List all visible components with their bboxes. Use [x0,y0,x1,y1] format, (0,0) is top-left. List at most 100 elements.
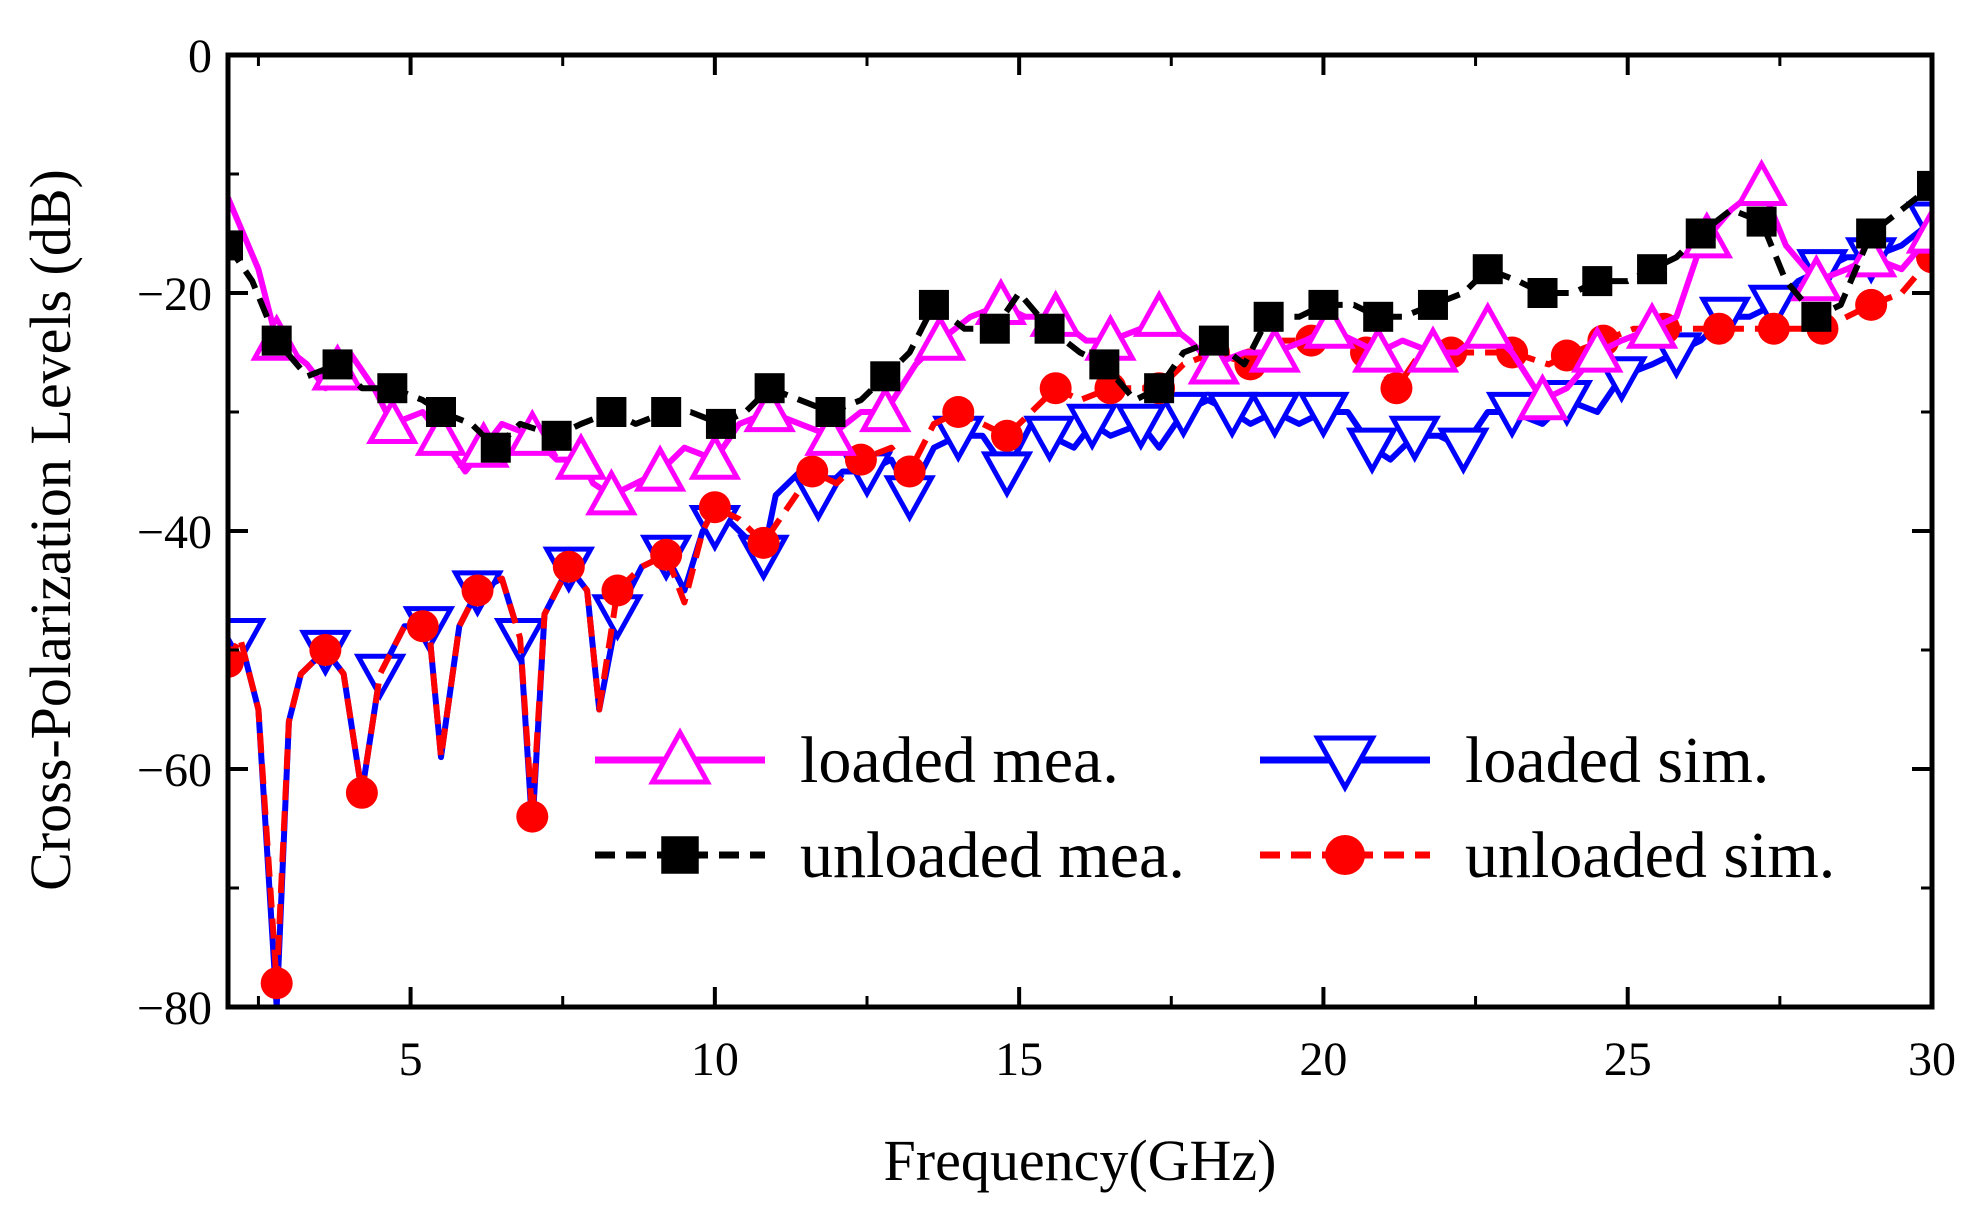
y-tick-label: −40 [137,506,212,559]
data-marker-unloaded-mea [815,397,846,427]
legend-entry-unloaded-mea: unloaded mea. [595,819,1185,892]
data-marker-loaded-sim [980,451,1034,499]
data-marker-loaded-sim [1747,284,1801,333]
data-marker-unloaded-mea [1308,289,1339,320]
data-marker-unloaded-sim [601,574,634,607]
data-marker-unloaded-sim [747,526,780,559]
x-tick-label: 5 [399,1033,423,1086]
data-marker-unloaded-sim [1703,312,1735,345]
data-marker-unloaded-sim [1380,372,1413,405]
legend-entry-loaded-mea: loaded mea. [595,724,1119,797]
y-tick-label: −20 [137,268,212,321]
data-marker-unloaded-sim [228,645,244,678]
data-marker-loaded-mea [1735,158,1788,206]
data-marker-unloaded-mea [651,397,682,427]
data-marker-unloaded-mea [918,289,949,320]
data-marker-loaded-mea [554,432,608,480]
x-axis-title: Frequency(GHz) [884,1128,1277,1193]
legend-swatch-marker [1325,835,1365,875]
data-marker-unloaded-mea [426,397,456,427]
data-marker-loaded-sim [1065,403,1119,452]
data-marker-unloaded-mea [377,373,408,404]
data-marker-loaded-mea [1571,325,1624,373]
data-marker-loaded-mea [1461,301,1514,349]
data-marker-unloaded-mea [322,349,353,380]
data-marker-unloaded-mea [1801,301,1832,332]
data-marker-unloaded-sim [461,574,494,607]
legend-entry-unloaded-sim: unloaded sim. [1260,819,1835,892]
legend-swatch-marker [648,727,712,785]
data-marker-loaded-mea [1303,301,1356,349]
data-marker-unloaded-sim [650,538,683,571]
data-marker-loaded-sim [1345,427,1399,475]
data-marker-unloaded-mea [754,373,785,404]
x-tick-label: 15 [995,1033,1043,1086]
y-tick-label: 0 [188,30,212,83]
data-marker-loaded-mea [913,313,967,361]
data-marker-unloaded-sim [698,491,731,524]
data-marker-loaded-mea [1406,325,1460,373]
data-marker-unloaded-mea [541,420,572,451]
data-marker-unloaded-mea [1527,278,1558,308]
data-marker-loaded-sim [1388,415,1441,463]
data-marker-loaded-mea [743,384,796,433]
x-tick-label: 20 [1299,1033,1347,1086]
x-tick-label: 30 [1908,1033,1956,1086]
data-marker-unloaded-mea [1472,254,1503,285]
legend-label: unloaded sim. [1465,819,1835,892]
data-marker-unloaded-sim [1550,339,1583,372]
data-marker-unloaded-mea [596,397,627,427]
data-marker-unloaded-mea [480,432,511,463]
data-marker-unloaded-mea [1363,301,1394,332]
y-tick-label: −60 [137,744,212,797]
data-marker-unloaded-mea [1253,301,1284,332]
data-marker-unloaded-mea [1582,266,1613,297]
data-marker-unloaded-sim [796,455,829,488]
data-marker-loaded-sim [1248,391,1301,440]
data-marker-loaded-mea [1516,372,1569,421]
data-marker-loaded-sim [1297,391,1350,440]
data-marker-unloaded-sim [260,967,293,1000]
data-marker-loaded-mea [859,384,912,433]
data-marker-loaded-mea [1905,206,1932,254]
data-marker-loaded-sim [353,653,407,701]
data-marker-loaded-mea [1351,325,1405,373]
data-marker-loaded-mea [1625,301,1679,349]
data-marker-loaded-mea [414,408,468,456]
data-marker-unloaded-sim [893,455,926,488]
legend-label: unloaded mea. [800,819,1185,892]
axis-ticks: 5 10 15 20 25 30 0 −20 −40 −60 −80 [137,30,1956,1086]
data-marker-unloaded-mea [228,230,243,261]
data-marker-unloaded-sim [516,800,549,833]
y-tick-label: −80 [137,982,212,1035]
data-marker-unloaded-mea [705,408,736,439]
data-marker-loaded-sim [1437,427,1490,475]
data-marker-loaded-mea [1248,325,1301,373]
legend-label: loaded sim. [1465,724,1769,797]
legend-swatch-marker [1313,735,1377,793]
data-marker-loaded-mea [804,408,857,456]
data-marker-loaded-mea [366,396,419,444]
legend-label: loaded mea. [800,724,1119,797]
data-marker-unloaded-mea [1089,349,1120,380]
data-marker-unloaded-sim [1039,372,1072,405]
y-axis-title: Cross-Polarization Levels (dB) [18,169,83,891]
data-marker-loaded-sim [1023,415,1076,463]
data-marker-loaded-mea [585,468,638,516]
data-marker-unloaded-sim [1757,312,1790,345]
data-marker-unloaded-sim [942,396,975,428]
data-marker-loaded-mea [1844,230,1898,278]
data-marker-unloaded-sim [552,550,585,583]
legend: loaded mea. loaded sim. unloaded mea. unloa… [595,724,1835,892]
data-marker-loaded-mea [688,432,742,480]
data-marker-unloaded-mea [1198,325,1229,356]
data-marker-unloaded-sim [990,419,1023,452]
series-unloaded-mea [228,170,1932,463]
data-marker-unloaded-mea [1685,218,1716,249]
data-marker-unloaded-mea [1417,289,1448,320]
data-marker-unloaded-sim [1855,288,1888,321]
data-marker-unloaded-mea [979,313,1010,344]
data-marker-unloaded-mea [1144,373,1175,404]
data-marker-loaded-mea [1132,289,1186,337]
